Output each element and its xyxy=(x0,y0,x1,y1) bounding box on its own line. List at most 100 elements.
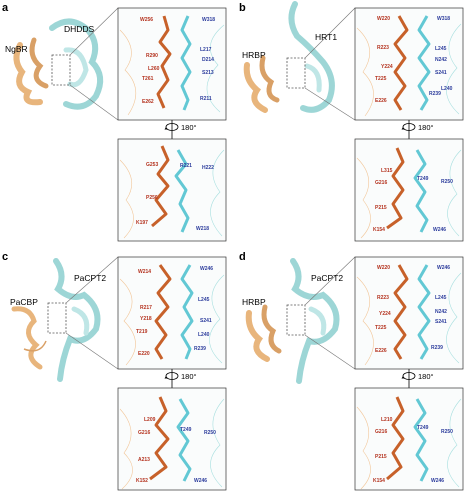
top-inset xyxy=(117,7,227,121)
residue-label: W246 xyxy=(200,266,213,272)
protein-right-label: PaCPT2 xyxy=(311,273,343,283)
residue-label: S213 xyxy=(202,70,214,76)
residue-label: W214 xyxy=(138,269,151,275)
protein-left-label: HRBP xyxy=(242,50,266,60)
residue-label: W220 xyxy=(377,16,390,22)
residue-label: E262 xyxy=(142,99,154,105)
residue-label: W318 xyxy=(202,17,215,23)
residue-label: T249 xyxy=(417,425,429,431)
residue-label: L245 xyxy=(198,297,210,303)
top-inset xyxy=(354,7,464,121)
residue-label: S241 xyxy=(435,70,447,76)
residue-label: L240 xyxy=(198,332,210,338)
residue-label: L245 xyxy=(435,295,447,301)
residue-label: L210 xyxy=(381,417,393,423)
panel-b-figure: b HRBP HRT1 W220 R223 Y224 T225 E226 W31… xyxy=(239,1,464,242)
residue-label: L315 xyxy=(381,168,393,174)
overview-structure xyxy=(13,7,119,121)
residue-label: T225 xyxy=(375,325,387,331)
residue-label: H222 xyxy=(202,165,214,171)
bottom-inset xyxy=(117,387,227,491)
residue-label: L217 xyxy=(200,47,212,53)
residue-label: G216 xyxy=(375,180,387,186)
protein-left-label: NgBR xyxy=(5,44,28,54)
panel-label: a xyxy=(2,2,9,14)
panel-d-figure: d HRBP PaCPT2 W220 R223 Y224 T225 E226 W… xyxy=(239,251,464,491)
residue-label: T219 xyxy=(136,329,148,335)
residue-label: R290 xyxy=(146,53,158,59)
rotation-icon xyxy=(401,120,416,139)
rotation-label: 180° xyxy=(418,372,434,381)
residue-label: N242 xyxy=(435,57,447,63)
residue-label: P256 xyxy=(146,195,158,201)
residue-label: R239 xyxy=(431,345,443,351)
protein-left-label: HRBP xyxy=(242,297,266,307)
residue-label: E226 xyxy=(375,98,387,104)
residue-label: R221 xyxy=(180,163,192,169)
protein-right-label: PaCPT2 xyxy=(74,273,106,283)
residue-label: G253 xyxy=(146,162,158,168)
residue-label: T225 xyxy=(375,76,387,82)
residue-label: W220 xyxy=(377,265,390,271)
residue-label: A213 xyxy=(138,457,150,463)
panel-a-figure: a NgBR DHDDS W256 R290 L260 T261 E262 W3… xyxy=(2,2,227,242)
residue-label: R239 xyxy=(429,91,441,97)
residue-label: W246 xyxy=(437,265,450,271)
residue-label: T249 xyxy=(417,176,429,182)
residue-label: E226 xyxy=(375,348,387,354)
residue-label: R250 xyxy=(441,429,453,435)
residue-label: G216 xyxy=(375,429,387,435)
panel-c-figure: c PaCBP PaCPT2 W214 R217 Y218 T219 E220 … xyxy=(2,251,227,491)
rotation-label: 180° xyxy=(181,372,197,381)
residue-label: Y224 xyxy=(381,64,393,70)
residue-label: S241 xyxy=(435,319,447,325)
rotation-icon xyxy=(401,369,416,388)
rotation-label: 180° xyxy=(181,123,197,132)
residue-label: N242 xyxy=(435,309,447,315)
panel-label: c xyxy=(2,251,8,263)
residue-label: W246 xyxy=(433,227,446,233)
residue-label: P215 xyxy=(375,454,387,460)
protein-right-label: DHDDS xyxy=(64,24,95,34)
rotation-label: 180° xyxy=(418,123,434,132)
overview-structure xyxy=(11,256,119,382)
residue-label: W246 xyxy=(431,478,444,484)
panel-label: b xyxy=(239,2,246,14)
residue-label: W246 xyxy=(194,478,207,484)
bottom-inset xyxy=(354,138,464,242)
overview-structure xyxy=(245,256,356,384)
residue-label: Y224 xyxy=(379,311,391,317)
residue-label: W318 xyxy=(437,16,450,22)
residue-label: K154 xyxy=(373,227,385,233)
panel-a: a NgBR DHDDS W256 R290 L260 T261 E262 W3… xyxy=(0,0,237,249)
residue-label: K152 xyxy=(136,478,148,484)
top-inset xyxy=(354,256,464,370)
protein-right-label: HRT1 xyxy=(315,32,337,42)
residue-label: D214 xyxy=(202,57,214,63)
residue-label: T249 xyxy=(180,427,192,433)
rotation-icon xyxy=(164,369,179,388)
residue-label: K197 xyxy=(136,220,148,226)
residue-label: R250 xyxy=(441,179,453,185)
residue-label: G216 xyxy=(138,430,150,436)
residue-label: R217 xyxy=(140,305,152,311)
panel-b: b HRBP HRT1 W220 R223 Y224 T225 E226 W31… xyxy=(237,0,474,249)
residue-label: W256 xyxy=(140,17,153,23)
residue-label: R250 xyxy=(204,430,216,436)
rotation-icon xyxy=(164,120,179,139)
protein-left-label: PaCBP xyxy=(10,297,38,307)
residue-label: R239 xyxy=(194,346,206,352)
residue-label: T261 xyxy=(142,76,154,82)
residue-label: Y218 xyxy=(140,316,152,322)
residue-label: R223 xyxy=(377,295,389,301)
residue-label: L209 xyxy=(144,417,156,423)
residue-label: P215 xyxy=(375,205,387,211)
panel-label: d xyxy=(239,251,246,263)
residue-label: W218 xyxy=(196,226,209,232)
residue-label: K154 xyxy=(373,478,385,484)
residue-label: R211 xyxy=(200,96,212,102)
residue-label: R223 xyxy=(377,45,389,51)
residue-label: L260 xyxy=(148,66,160,72)
panel-d: d HRBP PaCPT2 W220 R223 Y224 T225 E226 W… xyxy=(237,249,474,498)
panel-c: c PaCBP PaCPT2 W214 R217 Y218 T219 E220 … xyxy=(0,249,237,498)
